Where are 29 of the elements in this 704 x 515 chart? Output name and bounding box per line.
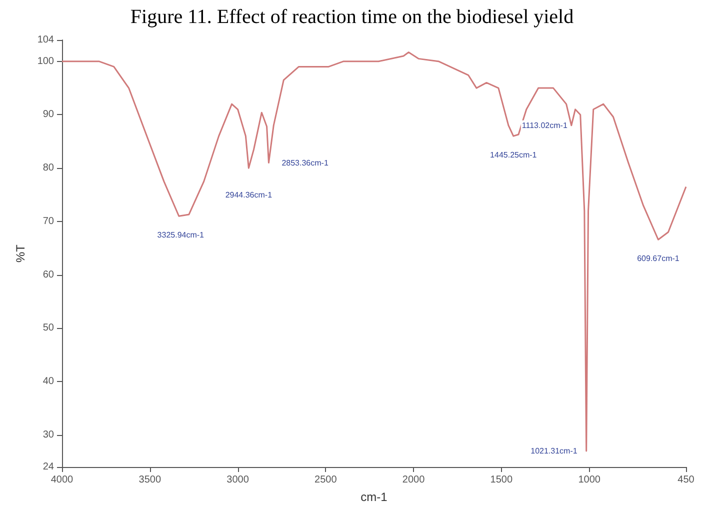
annotation: 609.67cm-1 xyxy=(637,254,680,264)
annotation: 3325.94cm-1 xyxy=(157,230,205,240)
y-tick-label: 40 xyxy=(42,376,54,388)
y-tick-label: 24 xyxy=(42,462,54,472)
x-tick-label: 3000 xyxy=(226,474,250,486)
annotation: 1445.25cm-1 xyxy=(490,150,538,160)
x-tick-label: 450 xyxy=(678,474,695,486)
x-tick-label: 3500 xyxy=(138,474,162,486)
x-tick-label: 2500 xyxy=(314,474,338,486)
annotation: 2853.36cm-1 xyxy=(282,158,329,168)
x-tick-label: 1000 xyxy=(578,474,601,486)
y-tick-label: 104 xyxy=(37,34,54,46)
x-tick-label: 4000 xyxy=(50,474,74,486)
y-tick-label: 50 xyxy=(42,322,54,334)
y-tick-label: 70 xyxy=(42,216,54,227)
x-axis-title: cm-1 xyxy=(360,490,388,504)
chart-title: Figure 11. Effect of reaction time on the biodiesel yield xyxy=(130,6,574,28)
annotation: 1113.02cm-1 xyxy=(522,120,568,130)
x-tick-label: 2000 xyxy=(402,474,426,486)
y-tick-label: 100 xyxy=(37,56,54,67)
line-series xyxy=(61,52,687,452)
y-tick-label: 30 xyxy=(42,429,54,440)
y-tick-label: 90 xyxy=(42,109,54,120)
y-tick-label: 80 xyxy=(42,162,54,174)
annotation: 2944.36cm-1 xyxy=(225,190,273,200)
annotation: 1021.31cm-1 xyxy=(530,446,578,456)
x-tick-label: 1500 xyxy=(490,474,513,486)
y-tick-label: 60 xyxy=(42,269,54,280)
y-axis-title: %T xyxy=(13,244,28,262)
